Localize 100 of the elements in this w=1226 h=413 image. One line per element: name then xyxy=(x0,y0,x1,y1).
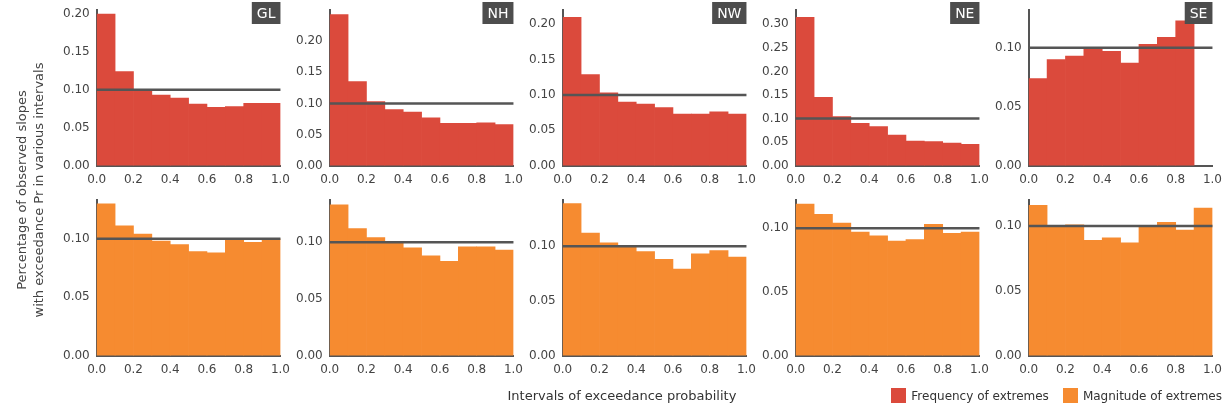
x-tick-label: 0.2 xyxy=(1055,361,1076,376)
y-tick-label: 0.05 xyxy=(762,284,789,299)
x-tick-label: 0.6 xyxy=(197,361,217,376)
x-tick-label: 0.4 xyxy=(626,171,646,186)
y-tick-label: 0.10 xyxy=(762,220,789,235)
x-tick-label: 0.8 xyxy=(467,171,487,186)
x-tick-label: 0.0 xyxy=(320,361,340,376)
x-tick-label: 0.8 xyxy=(1166,361,1186,376)
y-tick-label: 0.10 xyxy=(529,87,556,102)
y-tick-label: 0.10 xyxy=(995,40,1022,54)
x-tick-label: 0.4 xyxy=(859,171,879,186)
x-tick-label: 0.2 xyxy=(123,171,144,186)
x-tick-label: 0.4 xyxy=(160,171,180,186)
x-tick-label: 1.0 xyxy=(270,361,290,376)
y-tick-label: 0.00 xyxy=(995,157,1022,172)
x-tick-label: 1.0 xyxy=(969,171,989,186)
x-tick-label: 0.8 xyxy=(467,361,487,376)
x-axis-title: Intervals of exceedance probability xyxy=(507,388,737,403)
y-tick-label: 0.05 xyxy=(296,126,323,141)
y-tick-label: 0.20 xyxy=(63,6,90,21)
x-tick-label: 0.6 xyxy=(663,171,683,186)
x-tick-label: 1.0 xyxy=(1202,171,1222,186)
chart-title: GL xyxy=(256,4,276,21)
x-tick-label: 1.0 xyxy=(969,361,989,376)
x-tick-label: 0.6 xyxy=(1129,361,1149,376)
x-tick-label: 0.6 xyxy=(430,361,450,376)
x-tick-label: 0.2 xyxy=(822,361,843,376)
x-tick-label: 0.2 xyxy=(123,361,144,376)
y-tick-label: 0.25 xyxy=(762,40,789,54)
x-tick-label: 1.0 xyxy=(503,361,523,376)
chart-title: NW xyxy=(717,4,742,21)
x-tick-label: 1.0 xyxy=(736,361,756,376)
y-tick-label: 0.00 xyxy=(529,347,556,362)
y-tick-label: 0.00 xyxy=(529,157,556,172)
x-tick-label: 0.6 xyxy=(430,171,450,186)
y-tick-label: 0.05 xyxy=(529,293,556,308)
x-tick-label: 0.8 xyxy=(933,171,953,186)
y-tick-label: 0.15 xyxy=(762,87,789,102)
y-tick-label: 0.10 xyxy=(63,230,90,245)
y-tick-label: 0.00 xyxy=(63,157,90,172)
x-tick-label: 0.4 xyxy=(393,361,413,376)
chart-title: NE xyxy=(955,4,975,21)
x-tick-label: 1.0 xyxy=(503,171,523,186)
y-tick-label: 0.00 xyxy=(63,347,90,362)
chart-title: SE xyxy=(1189,4,1208,21)
x-tick-label: 0.2 xyxy=(589,171,610,186)
chart-title: NH xyxy=(487,4,509,21)
x-tick-label: 0.2 xyxy=(589,361,610,376)
y-tick-label: 0.00 xyxy=(762,347,789,362)
y-tick-label: 0.05 xyxy=(63,119,90,134)
x-tick-label: 0.6 xyxy=(663,361,683,376)
x-tick-label: 0.0 xyxy=(1019,171,1039,186)
y-tick-label: 0.05 xyxy=(762,134,789,149)
x-tick-label: 0.0 xyxy=(553,171,573,186)
y-tick-label: 0.05 xyxy=(529,122,556,137)
x-tick-label: 1.0 xyxy=(1202,361,1222,376)
y-tick-label: 0.15 xyxy=(63,44,90,59)
y-tick-label: 0.10 xyxy=(529,238,556,253)
x-tick-label: 0.0 xyxy=(786,361,806,376)
x-tick-label: 0.8 xyxy=(933,361,953,376)
x-tick-label: 0.6 xyxy=(1129,171,1149,186)
y-tick-label: 0.00 xyxy=(296,157,323,172)
x-tick-label: 0.2 xyxy=(356,171,377,186)
y-tick-label: 0.10 xyxy=(995,218,1022,233)
y-tick-label: 0.10 xyxy=(762,110,789,125)
x-tick-label: 0.8 xyxy=(700,361,720,376)
x-tick-label: 0.8 xyxy=(234,171,254,186)
y-tick-label: 0.10 xyxy=(296,95,323,110)
x-tick-label: 0.0 xyxy=(320,171,340,186)
y-axis-title: Percentage of observed slopes with exceedance Pr in various intervals xyxy=(13,62,47,318)
x-tick-label: 0.8 xyxy=(1166,171,1186,186)
y-tick-label: 0.05 xyxy=(995,282,1022,297)
y-tick-label: 0.00 xyxy=(995,347,1022,362)
x-tick-label: 0.2 xyxy=(356,361,377,376)
x-tick-label: 0.4 xyxy=(859,361,879,376)
y-tick-label: 0.30 xyxy=(762,16,789,31)
x-tick-label: 0.0 xyxy=(786,171,806,186)
y-tick-label: 0.00 xyxy=(762,157,789,172)
y-tick-label: 0.15 xyxy=(529,51,556,66)
y-tick-label: 0.05 xyxy=(995,98,1022,113)
x-tick-label: 0.4 xyxy=(1092,361,1112,376)
x-tick-label: 0.2 xyxy=(822,171,843,186)
x-tick-label: 0.4 xyxy=(1092,171,1112,186)
x-tick-label: 0.6 xyxy=(197,171,217,186)
x-tick-label: 0.4 xyxy=(160,361,180,376)
x-tick-label: 0.6 xyxy=(896,361,916,376)
x-tick-label: 0.4 xyxy=(626,361,646,376)
x-tick-label: 0.8 xyxy=(700,171,720,186)
legend-label: Magnitude of extremes xyxy=(1081,388,1222,403)
y-tick-label: 0.10 xyxy=(63,81,90,96)
x-tick-label: 0.0 xyxy=(87,361,107,376)
x-tick-label: 0.4 xyxy=(393,171,413,186)
x-tick-label: 1.0 xyxy=(736,171,756,186)
y-tick-label: 0.20 xyxy=(762,63,789,78)
x-tick-label: 1.0 xyxy=(270,171,290,186)
y-tick-label: 0.10 xyxy=(296,234,323,249)
x-tick-label: 0.0 xyxy=(87,171,107,186)
x-tick-label: 0.0 xyxy=(1019,361,1039,376)
x-tick-label: 0.2 xyxy=(1055,171,1076,186)
x-tick-label: 0.6 xyxy=(896,171,916,186)
